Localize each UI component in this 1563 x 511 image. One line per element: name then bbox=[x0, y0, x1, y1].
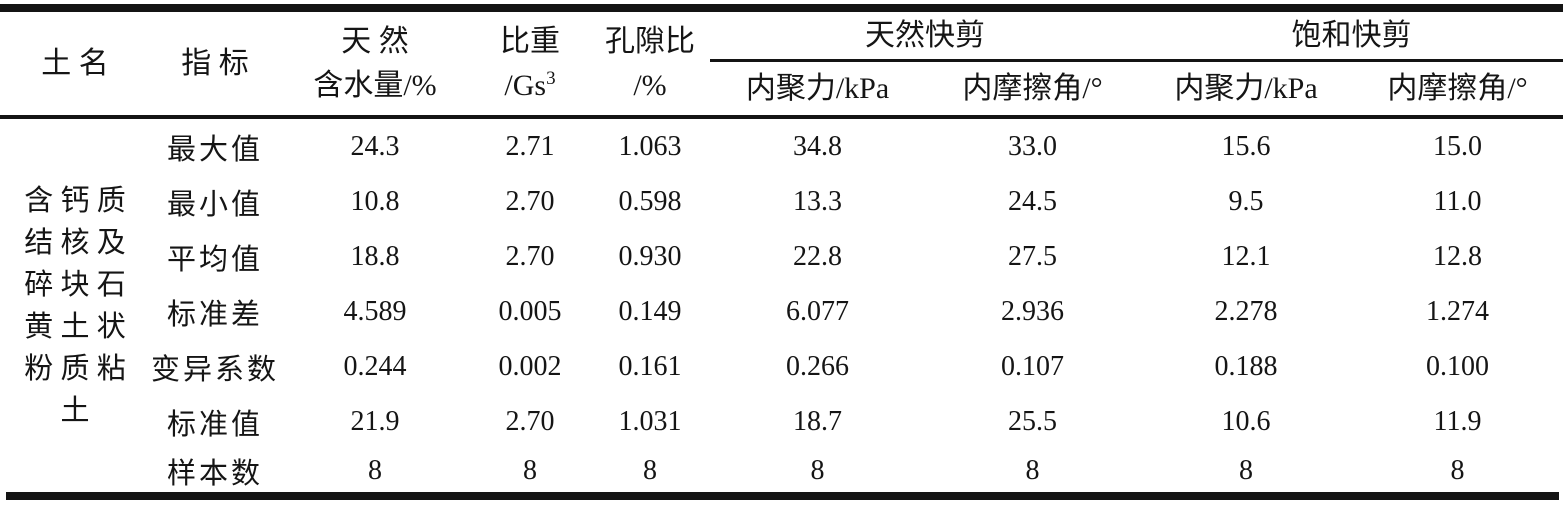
table-cell: 1.063 bbox=[618, 130, 682, 162]
table-cell: 12.8 bbox=[1433, 240, 1482, 272]
row-label-stddev: 标准差 bbox=[166, 298, 263, 331]
table-cell: 0.161 bbox=[618, 350, 682, 382]
table-cell: 8 bbox=[810, 454, 825, 486]
table-cell: 25.5 bbox=[1008, 405, 1057, 437]
table-cell: 0.244 bbox=[343, 350, 407, 382]
row-label-max: 最大值 bbox=[166, 133, 263, 166]
table-cell: 6.077 bbox=[786, 295, 849, 327]
header-specific-gravity-line2: /Gs3 bbox=[504, 64, 555, 108]
row-label-standard-value: 标准值 bbox=[166, 408, 263, 441]
header-void-ratio: 孔隙比 /% bbox=[590, 12, 710, 115]
table-cell: 8 bbox=[368, 454, 382, 486]
table-cell: 11.0 bbox=[1433, 185, 1482, 217]
header-natural-water-content-line2: 含水量/% bbox=[313, 68, 437, 102]
table-cell: 24.5 bbox=[1008, 185, 1057, 217]
table-cell: 13.3 bbox=[793, 185, 842, 217]
table-cell: 2.936 bbox=[1001, 295, 1064, 327]
soil-name-line: 土 bbox=[60, 394, 90, 427]
header-void-ratio-line2: /% bbox=[633, 68, 667, 102]
header-soil-name: 土 名 bbox=[41, 46, 109, 80]
table-cell: 34.8 bbox=[793, 130, 842, 162]
table-cell: 1.274 bbox=[1426, 295, 1489, 327]
table-cell: 18.8 bbox=[350, 240, 400, 272]
header-specific-gravity: 比重 /Gs3 bbox=[470, 12, 590, 115]
table-cell: 0.598 bbox=[618, 185, 682, 217]
table-cell: 2.70 bbox=[505, 405, 555, 437]
header-specific-gravity-line1: 比重 bbox=[500, 24, 560, 58]
header-natural-water-content: 天 然 含水量/% bbox=[280, 12, 470, 115]
header-group-saturated-quick-shear: 饱和快剪 bbox=[1140, 12, 1563, 62]
table-cell: 10.6 bbox=[1221, 405, 1271, 437]
table-cell: 0.002 bbox=[498, 350, 562, 382]
header-saturated-cohesion: 内聚力/kPa bbox=[1174, 71, 1318, 105]
table-cell: 0.188 bbox=[1214, 350, 1278, 382]
soil-name-line: 结 核 及 bbox=[24, 226, 126, 259]
header-void-ratio-line1: 孔隙比 bbox=[605, 24, 695, 58]
table-cell: 15.6 bbox=[1221, 130, 1271, 162]
row-label-variation-coefficient: 变异系数 bbox=[150, 353, 279, 386]
table-cell: 4.589 bbox=[343, 295, 407, 327]
table-cell: 0.005 bbox=[498, 295, 562, 327]
table-cell: 33.0 bbox=[1008, 130, 1057, 162]
table-header: 土 名 指 标 天 然 含水量/% 比重 /Gs3 孔隙比 /% 天然快剪 饱和… bbox=[0, 12, 1563, 119]
table-cell: 8 bbox=[1239, 454, 1253, 486]
soil-name-line: 粉 质 粘 bbox=[24, 352, 126, 385]
table-cell: 0.266 bbox=[786, 350, 849, 382]
header-natural-water-content-line1: 天 然 bbox=[341, 24, 409, 58]
table-cell: 21.9 bbox=[350, 405, 400, 437]
table-cell: 2.70 bbox=[505, 240, 555, 272]
header-natural-cohesion: 内聚力/kPa bbox=[745, 71, 890, 105]
table-cell: 2.278 bbox=[1214, 295, 1278, 327]
header-natural-friction-angle: 内摩擦角/° bbox=[962, 71, 1103, 105]
soil-name-line: 黄 土 状 bbox=[24, 310, 126, 343]
table-cell: 9.5 bbox=[1228, 185, 1264, 217]
table-cell: 8 bbox=[1025, 454, 1040, 486]
row-label-mean: 平均值 bbox=[166, 243, 263, 276]
table-cell: 27.5 bbox=[1008, 240, 1057, 272]
table-cell: 0.149 bbox=[618, 295, 682, 327]
table-cell: 0.100 bbox=[1426, 350, 1489, 382]
table-cell: 2.70 bbox=[505, 185, 555, 217]
row-label-sample-count: 样本数 bbox=[166, 457, 263, 490]
table-cell: 12.1 bbox=[1221, 240, 1271, 272]
soil-name-line: 含 钙 质 bbox=[24, 184, 126, 217]
table-cell: 1.031 bbox=[618, 405, 682, 437]
header-indicator: 指 标 bbox=[181, 46, 249, 80]
header-saturated-friction-angle: 内摩擦角/° bbox=[1387, 71, 1528, 105]
soil-name-line: 碎 块 石 bbox=[24, 268, 126, 301]
header-specific-gravity-unit: /Gs bbox=[504, 68, 547, 102]
header-specific-gravity-superscript: 3 bbox=[546, 67, 556, 89]
soil-name-cell: 含 钙 质 结 核 及 碎 块 石 黄 土 状 粉 质 粘 土 bbox=[0, 119, 150, 492]
row-label-min: 最小值 bbox=[166, 188, 263, 221]
table-cell: 0.107 bbox=[1001, 350, 1064, 382]
table-top-rule bbox=[0, 4, 1563, 12]
table-cell: 10.8 bbox=[350, 185, 400, 217]
table-cell: 8 bbox=[523, 454, 537, 486]
table-cell: 18.7 bbox=[793, 405, 842, 437]
table-body: 含 钙 质 结 核 及 碎 块 石 黄 土 状 粉 质 粘 土 最大值 24.3… bbox=[0, 119, 1563, 492]
table-cell: 11.9 bbox=[1433, 405, 1482, 437]
table-bottom-rule bbox=[6, 492, 1559, 500]
table-cell: 0.930 bbox=[618, 240, 682, 272]
table-cell: 24.3 bbox=[350, 130, 400, 162]
header-group-natural-quick-shear: 天然快剪 bbox=[710, 12, 1140, 62]
table-cell: 8 bbox=[643, 454, 657, 486]
table-cell: 2.71 bbox=[505, 130, 555, 162]
table-cell: 8 bbox=[1450, 454, 1465, 486]
table-cell: 22.8 bbox=[793, 240, 842, 272]
table-cell: 15.0 bbox=[1433, 130, 1482, 162]
